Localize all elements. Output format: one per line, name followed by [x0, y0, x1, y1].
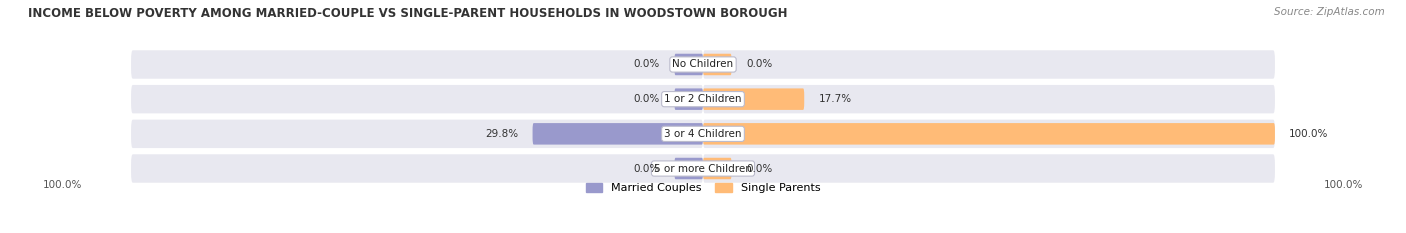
Text: 100.0%: 100.0%: [1324, 180, 1364, 190]
FancyBboxPatch shape: [533, 123, 703, 145]
Text: No Children: No Children: [672, 59, 734, 69]
FancyBboxPatch shape: [703, 158, 731, 179]
Text: 0.0%: 0.0%: [747, 59, 772, 69]
Text: 3 or 4 Children: 3 or 4 Children: [664, 129, 742, 139]
FancyBboxPatch shape: [131, 154, 703, 183]
Text: 0.0%: 0.0%: [747, 164, 772, 174]
Text: 0.0%: 0.0%: [634, 94, 659, 104]
FancyBboxPatch shape: [703, 88, 804, 110]
FancyBboxPatch shape: [131, 50, 703, 79]
FancyBboxPatch shape: [675, 88, 703, 110]
Legend: Married Couples, Single Parents: Married Couples, Single Parents: [581, 178, 825, 197]
Text: 5 or more Children: 5 or more Children: [654, 164, 752, 174]
Text: 0.0%: 0.0%: [634, 164, 659, 174]
Text: 100.0%: 100.0%: [42, 180, 82, 190]
FancyBboxPatch shape: [131, 85, 703, 113]
FancyBboxPatch shape: [703, 154, 1275, 183]
Text: 1 or 2 Children: 1 or 2 Children: [664, 94, 742, 104]
Text: 17.7%: 17.7%: [818, 94, 852, 104]
Text: 0.0%: 0.0%: [634, 59, 659, 69]
Text: 29.8%: 29.8%: [485, 129, 519, 139]
FancyBboxPatch shape: [703, 54, 731, 75]
FancyBboxPatch shape: [703, 120, 1275, 148]
FancyBboxPatch shape: [675, 158, 703, 179]
FancyBboxPatch shape: [703, 50, 1275, 79]
Text: INCOME BELOW POVERTY AMONG MARRIED-COUPLE VS SINGLE-PARENT HOUSEHOLDS IN WOODSTO: INCOME BELOW POVERTY AMONG MARRIED-COUPL…: [28, 7, 787, 20]
FancyBboxPatch shape: [675, 54, 703, 75]
Text: Source: ZipAtlas.com: Source: ZipAtlas.com: [1274, 7, 1385, 17]
Text: 100.0%: 100.0%: [1289, 129, 1329, 139]
FancyBboxPatch shape: [703, 123, 1275, 145]
FancyBboxPatch shape: [703, 85, 1275, 113]
FancyBboxPatch shape: [131, 120, 703, 148]
